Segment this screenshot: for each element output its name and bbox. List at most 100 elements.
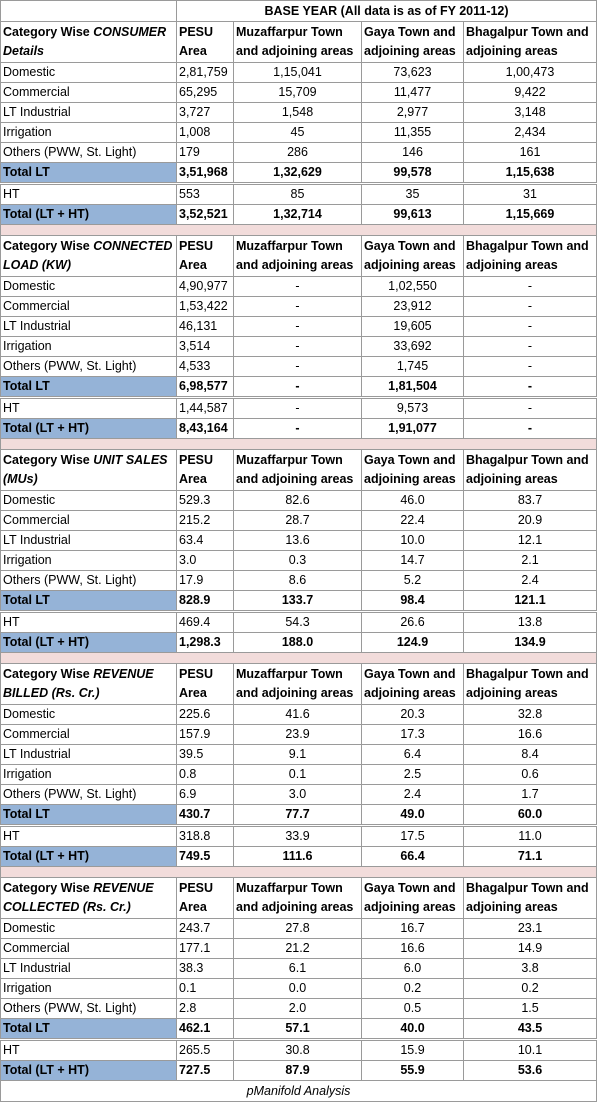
value-cell: 2.4 <box>462 570 598 591</box>
data-row: Others (PWW, St. Light) 17.9 8.6 5.2 2.4 <box>0 570 598 591</box>
value-cell: 430.7 <box>176 804 234 826</box>
row-label: Total LT <box>0 590 177 612</box>
row-label: Total (LT + HT) <box>0 418 177 439</box>
data-row: HT 553 85 35 31 <box>0 182 598 205</box>
value-cell: 55.9 <box>361 1060 464 1081</box>
section-header-row: Category Wise REVENUE COLLECTED (Rs. Cr.… <box>0 877 598 919</box>
value-cell: 3,52,521 <box>176 204 234 225</box>
value-cell: 553 <box>176 182 234 205</box>
value-cell: 27.8 <box>233 918 362 939</box>
value-cell: 4,533 <box>176 356 234 377</box>
value-cell: 215.2 <box>176 510 234 531</box>
row-label: HT <box>0 610 177 633</box>
column-header: Bhagalpur Town and adjoining areas <box>462 877 598 919</box>
value-cell: 177.1 <box>176 938 234 959</box>
value-cell: 87.9 <box>233 1060 362 1081</box>
column-header: Gaya Town and adjoining areas <box>361 877 464 919</box>
value-cell: 8,43,164 <box>176 418 234 439</box>
value-cell: 1,32,714 <box>233 204 362 225</box>
value-cell: 82.6 <box>233 490 362 511</box>
row-label: Total (LT + HT) <box>0 846 177 867</box>
value-cell: 134.9 <box>462 632 598 653</box>
row-label: Domestic <box>0 276 177 297</box>
value-cell: 40.0 <box>361 1018 464 1040</box>
value-cell: 2,434 <box>462 122 598 143</box>
value-cell: 26.6 <box>361 610 464 633</box>
row-label: Domestic <box>0 62 177 83</box>
data-row: HT 469.4 54.3 26.6 13.8 <box>0 610 598 633</box>
value-cell: 1.5 <box>462 998 598 1019</box>
value-cell: 11.0 <box>462 824 598 847</box>
value-cell: 2,81,759 <box>176 62 234 83</box>
value-cell: 161 <box>462 142 598 163</box>
section-header-row: Category Wise UNIT SALES (MUs) PESU Area M… <box>0 449 598 491</box>
row-label: Irrigation <box>0 122 177 143</box>
data-row: Others (PWW, St. Light) 6.9 3.0 2.4 1.7 <box>0 784 598 805</box>
value-cell: 11,355 <box>361 122 464 143</box>
value-cell: 9,573 <box>361 396 464 419</box>
column-header: PESU Area <box>176 877 234 919</box>
value-cell: 3.0 <box>233 784 362 805</box>
value-cell: 146 <box>361 142 464 163</box>
row-label: Irrigation <box>0 764 177 785</box>
value-cell: 22.4 <box>361 510 464 531</box>
value-cell: 3,51,968 <box>176 162 234 184</box>
value-cell: 3.0 <box>176 550 234 571</box>
row-label: Irrigation <box>0 978 177 999</box>
row-label: Others (PWW, St. Light) <box>0 784 177 805</box>
value-cell: 83.7 <box>462 490 598 511</box>
footer-row: pManifold Analysis <box>0 1080 598 1102</box>
row-label: Others (PWW, St. Light) <box>0 570 177 591</box>
value-cell: 98.4 <box>361 590 464 612</box>
value-cell: 30.8 <box>233 1038 362 1061</box>
total-row: Total (LT + HT) 1,298.3 188.0 124.9 134.9 <box>0 632 598 653</box>
value-cell: 60.0 <box>462 804 598 826</box>
value-cell: 6.9 <box>176 784 234 805</box>
column-header: PESU Area <box>176 663 234 705</box>
data-row: Others (PWW, St. Light) 4,533-1,745- <box>0 356 598 377</box>
value-cell: 28.7 <box>233 510 362 531</box>
section-title: Category Wise UNIT SALES (MUs) <box>0 449 177 491</box>
data-row: Domestic 243.7 27.8 16.7 23.1 <box>0 918 598 939</box>
row-label: Total LT <box>0 162 177 184</box>
value-cell: 35 <box>361 182 464 205</box>
footer-note: pManifold Analysis <box>0 1080 598 1102</box>
data-row: Commercial 215.2 28.7 22.4 20.9 <box>0 510 598 531</box>
value-cell: - <box>462 296 598 317</box>
data-row: Commercial 65,295 15,709 11,477 9,422 <box>0 82 598 103</box>
total-row: Total LT 6,98,577-1,81,504- <box>0 376 598 398</box>
value-cell: 85 <box>233 182 362 205</box>
section-title-prefix: Category Wise <box>3 239 90 253</box>
value-cell: 17.9 <box>176 570 234 591</box>
row-label: Others (PWW, St. Light) <box>0 998 177 1019</box>
value-cell: 32.8 <box>462 704 598 725</box>
value-cell: 66.4 <box>361 846 464 867</box>
row-label: LT Industrial <box>0 744 177 765</box>
value-cell: 15,709 <box>233 82 362 103</box>
section-title-subject: CONNECTED LOAD (KW) <box>3 239 173 272</box>
value-cell: 9,422 <box>462 82 598 103</box>
data-row: Irrigation 3.0 0.3 14.7 2.1 <box>0 550 598 571</box>
data-row: Commercial 1,53,422-23,912- <box>0 296 598 317</box>
value-cell: 39.5 <box>176 744 234 765</box>
value-cell: 10.0 <box>361 530 464 551</box>
total-row: Total (LT + HT) 727.5 87.9 55.9 53.6 <box>0 1060 598 1081</box>
value-cell: 225.6 <box>176 704 234 725</box>
value-cell: 265.5 <box>176 1038 234 1061</box>
row-label: Commercial <box>0 510 177 531</box>
data-row: Domestic 225.6 41.6 20.3 32.8 <box>0 704 598 725</box>
table-title: BASE YEAR (All data is as of FY 2011-12) <box>175 0 598 22</box>
row-label: Total (LT + HT) <box>0 204 177 225</box>
value-cell: - <box>233 336 362 357</box>
total-row: Total LT 462.1 57.1 40.0 43.5 <box>0 1018 598 1040</box>
value-cell: - <box>462 316 598 337</box>
value-cell: 828.9 <box>176 590 234 612</box>
value-cell: 1,15,638 <box>462 162 598 184</box>
value-cell: 2,977 <box>361 102 464 123</box>
data-row: Domestic 2,81,759 1,15,041 73,623 1,00,473 <box>0 62 598 83</box>
data-row: HT 318.8 33.9 17.5 11.0 <box>0 824 598 847</box>
value-cell: 2.8 <box>176 998 234 1019</box>
value-cell: 0.2 <box>462 978 598 999</box>
row-label: Total LT <box>0 804 177 826</box>
